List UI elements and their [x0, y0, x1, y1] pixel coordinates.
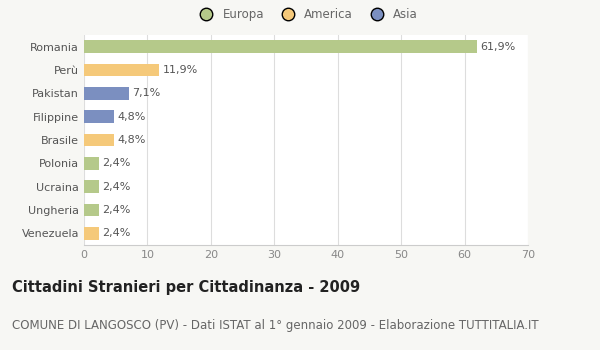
Bar: [84, 134, 115, 146]
Text: Cittadini Stranieri per Cittadinanza - 2009: Cittadini Stranieri per Cittadinanza - 2…: [12, 280, 360, 295]
Text: 2,4%: 2,4%: [103, 182, 131, 192]
Bar: [84, 40, 476, 53]
Bar: [84, 204, 99, 216]
Text: 2,4%: 2,4%: [103, 205, 131, 215]
Text: 7,1%: 7,1%: [132, 88, 160, 98]
Bar: [84, 180, 99, 193]
Bar: [84, 227, 99, 240]
Text: 2,4%: 2,4%: [103, 228, 131, 238]
Bar: [84, 157, 99, 170]
Text: 4,8%: 4,8%: [118, 112, 146, 122]
Text: 4,8%: 4,8%: [118, 135, 146, 145]
Legend: Europa, America, Asia: Europa, America, Asia: [190, 3, 422, 26]
Text: 61,9%: 61,9%: [480, 42, 515, 52]
Text: 11,9%: 11,9%: [163, 65, 198, 75]
Bar: [84, 64, 160, 76]
Text: COMUNE DI LANGOSCO (PV) - Dati ISTAT al 1° gennaio 2009 - Elaborazione TUTTITALI: COMUNE DI LANGOSCO (PV) - Dati ISTAT al …: [12, 318, 539, 331]
Bar: [84, 87, 129, 100]
Text: 2,4%: 2,4%: [103, 158, 131, 168]
Bar: [84, 110, 115, 123]
